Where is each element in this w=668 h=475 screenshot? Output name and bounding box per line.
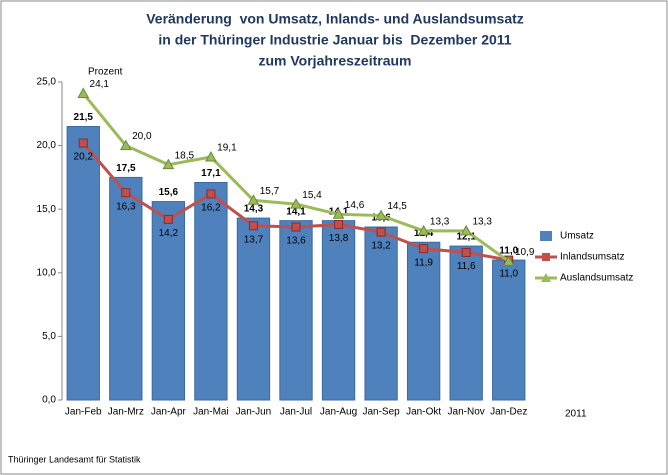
bar — [66, 126, 100, 401]
point — [163, 214, 173, 224]
data-label: 11,0 — [499, 269, 518, 280]
bar — [194, 181, 228, 401]
data-label: 17,5 — [116, 163, 136, 174]
point — [290, 198, 302, 209]
point — [121, 188, 131, 198]
data-label: 12,1 — [456, 232, 476, 243]
x-tick-label: Jan-Jul — [280, 407, 312, 418]
y-tick-label: 25,0 — [37, 77, 57, 88]
x-tick-label: Jan-Nov — [448, 407, 485, 418]
x-tick-label: Jan-Okt — [406, 407, 441, 418]
point — [205, 151, 217, 162]
y-tick-label: 20,0 — [37, 140, 57, 151]
chart-title: Veränderung von Umsatz, Inlands- und Aus… — [146, 11, 524, 27]
point — [334, 219, 344, 229]
data-label: 16,3 — [116, 201, 136, 212]
bar — [449, 245, 483, 401]
point — [247, 194, 260, 205]
data-label: 10,9 — [515, 247, 535, 258]
data-label: 20,0 — [132, 131, 152, 142]
point — [78, 138, 88, 148]
x-tick-label: Jan-Dez — [490, 407, 527, 418]
data-label: 18,5 — [175, 150, 195, 161]
point — [332, 208, 345, 219]
data-label: 17,1 — [201, 168, 221, 179]
point — [419, 244, 429, 254]
data-label: 11,9 — [414, 257, 433, 268]
y-tick-label: 10,0 — [37, 267, 57, 278]
bar — [406, 241, 441, 401]
y-tick-label: 15,0 — [37, 204, 57, 215]
data-label: 11,0 — [499, 246, 518, 257]
legend-label: Auslandsumsatz — [560, 273, 633, 284]
data-label: 16,2 — [201, 203, 221, 214]
data-label: 13,7 — [244, 234, 264, 245]
bar — [109, 176, 143, 401]
data-label: 13,6 — [286, 236, 306, 247]
bar — [279, 220, 313, 401]
x-tick-label: Jan-Apr — [151, 407, 187, 418]
point — [376, 227, 386, 237]
y-axis-label: Prozent — [88, 67, 123, 78]
data-label: 14,1 — [286, 206, 306, 217]
bar — [321, 220, 356, 401]
chart-title: zum Vorjahreszeitraum — [258, 53, 411, 69]
bar — [364, 226, 398, 401]
data-label: 14,5 — [387, 201, 407, 212]
data-label: 19,1 — [217, 143, 237, 154]
y-tick-label: 5,0 — [42, 331, 56, 342]
source: Thüringer Landesamt für Statistik — [8, 454, 141, 464]
x-tick-label: Jan-Jun — [236, 407, 272, 418]
data-label: 15,4 — [302, 190, 322, 201]
bar — [236, 217, 271, 401]
bar — [492, 259, 526, 401]
x-axis-label: 2011 — [565, 409, 587, 420]
data-label: 24,1 — [90, 79, 110, 90]
data-label: 20,2 — [74, 152, 94, 163]
data-label: 13,2 — [371, 241, 391, 252]
x-tick-label: Jan-Sep — [362, 407, 400, 418]
legend-label: Umsatz — [560, 231, 594, 242]
data-label: 14,2 — [159, 228, 179, 239]
legend-swatch — [540, 231, 552, 241]
data-label: 13,3 — [430, 216, 450, 227]
data-label: 15,6 — [159, 187, 179, 198]
y-tick-label: 0,0 — [42, 395, 56, 406]
x-tick-label: Jan-Feb — [65, 407, 102, 418]
point — [162, 158, 175, 170]
data-label: 11,6 — [457, 261, 476, 272]
point — [460, 224, 473, 236]
x-tick-label: Jan-Aug — [320, 407, 357, 418]
point — [77, 87, 90, 98]
chart-title: in der Thüringer Industrie Januar bis De… — [158, 32, 511, 48]
data-label: 21,5 — [74, 112, 94, 123]
data-label: 14,6 — [345, 200, 365, 211]
point — [461, 247, 471, 257]
point — [502, 255, 515, 266]
point — [206, 189, 216, 199]
data-label: 13,3 — [472, 216, 492, 227]
legend-marker — [542, 253, 550, 261]
point — [119, 139, 132, 151]
x-tick-label: Jan-Mai — [193, 407, 229, 418]
legend-marker — [541, 273, 551, 282]
x-tick-label: Jan-Mrz — [108, 407, 144, 418]
point — [375, 209, 387, 221]
legend-label: Inlandsumsatz — [560, 252, 624, 263]
data-label: 13,8 — [329, 233, 349, 244]
point — [417, 224, 430, 236]
bar — [151, 201, 186, 401]
point — [248, 221, 258, 231]
data-label: 15,7 — [260, 186, 280, 197]
point — [291, 222, 301, 232]
data-label: 14,3 — [244, 204, 264, 215]
